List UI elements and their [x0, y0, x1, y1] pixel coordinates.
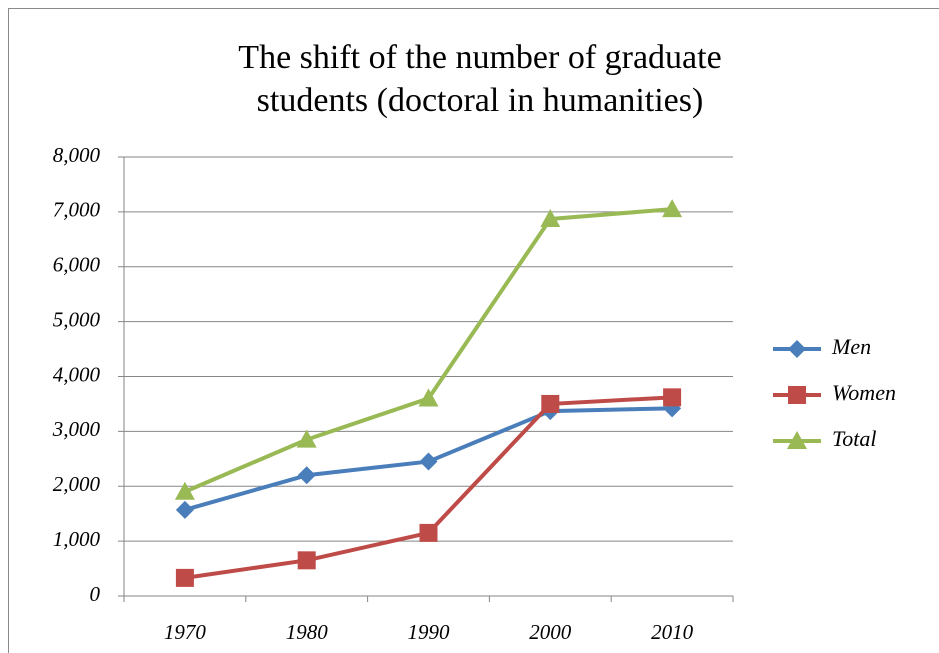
y-tick-label: 7,000	[53, 198, 101, 222]
marker	[297, 466, 316, 485]
marker	[175, 568, 194, 587]
y-tick-label: 1,000	[53, 527, 101, 551]
x-tick-label: 1990	[408, 620, 451, 644]
marker	[663, 388, 682, 407]
y-tick-label: 3,000	[52, 417, 101, 441]
y-tick-label: 8,000	[53, 143, 101, 167]
x-tick-label: 2010	[651, 620, 694, 644]
x-tick-label: 1980	[286, 620, 329, 644]
marker	[296, 429, 317, 448]
x-tick-label: 2000	[529, 620, 572, 644]
marker	[174, 481, 195, 500]
marker	[175, 500, 194, 519]
marker	[419, 523, 438, 542]
marker	[418, 388, 439, 407]
marker	[787, 431, 807, 449]
marker	[540, 209, 561, 228]
y-tick-label: 5,000	[53, 307, 101, 331]
legend-label: Women	[832, 380, 896, 405]
y-tick-label: 4,000	[53, 362, 101, 386]
marker	[788, 340, 806, 358]
y-tick-label: 6,000	[53, 253, 101, 277]
marker	[419, 452, 438, 471]
chart-title: students (doctoral in humanities)	[257, 82, 704, 119]
marker	[297, 551, 316, 570]
y-tick-label: 2,000	[53, 472, 101, 496]
marker	[541, 394, 560, 413]
marker	[788, 386, 806, 404]
x-tick-label: 1970	[164, 620, 207, 644]
chart-title: The shift of the number of graduate	[238, 39, 721, 76]
marker	[662, 199, 683, 218]
legend-label: Men	[831, 334, 871, 359]
legend-label: Total	[832, 426, 876, 451]
y-tick-label: 0	[90, 582, 101, 606]
